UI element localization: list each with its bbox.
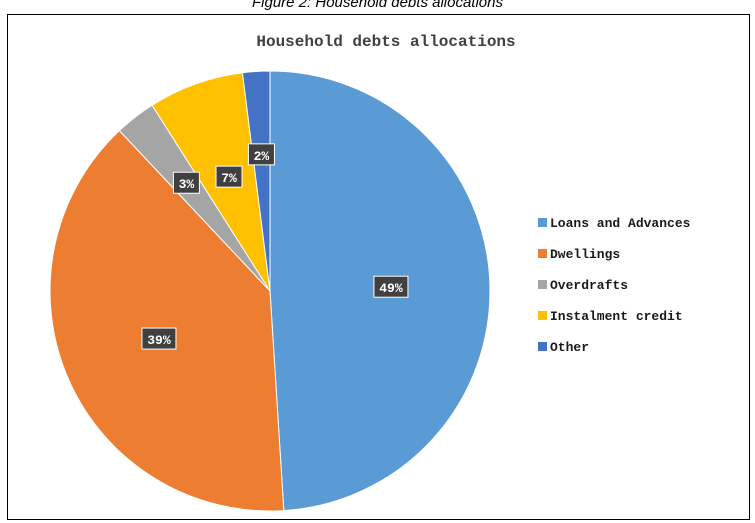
legend-label: Overdrafts — [550, 278, 628, 293]
svg-text:39%: 39% — [147, 333, 171, 348]
data-label-loans-and-advances: 49% — [373, 275, 409, 298]
legend-item-loans-and-advances: Loans and Advances — [538, 216, 691, 231]
legend-item-other: Other — [538, 340, 589, 355]
legend-swatch — [538, 218, 547, 227]
pie-chart: Household debts allocations 49% 39% 3% 7% 2%… — [49, 33, 691, 512]
legend-swatch — [538, 280, 547, 289]
svg-text:49%: 49% — [379, 281, 403, 296]
legend-swatch — [538, 311, 547, 320]
legend-item-dwellings: Dwellings — [538, 247, 620, 262]
pie-slice-dwellings — [49, 129, 285, 512]
data-label-overdrafts: 3% — [172, 171, 200, 194]
data-label-instalment-credit: 7% — [215, 165, 243, 188]
pie-slice-other — [241, 70, 271, 292]
legend-label: Instalment credit — [550, 309, 683, 324]
figure-caption: Figure 2: Household debts allocations — [252, 0, 503, 11]
legend: Loans and Advances Dwellings Overdrafts Ins… — [538, 216, 691, 355]
legend-item-instalment-credit: Instalment credit — [538, 309, 683, 324]
legend-label: Loans and Advances — [550, 216, 691, 231]
legend-item-overdrafts: Overdrafts — [538, 278, 628, 293]
svg-text:2%: 2% — [254, 149, 270, 164]
pie-slices — [49, 70, 491, 512]
data-label-dwellings: 39% — [141, 327, 177, 350]
legend-label: Dwellings — [550, 247, 620, 262]
data-labels: 49% 39% 3% 7% 2% — [141, 143, 409, 350]
legend-swatch — [538, 342, 547, 351]
chart-frame: Household debts allocations 49% 39% 3% 7% 2%… — [7, 14, 750, 520]
svg-text:7%: 7% — [221, 171, 237, 186]
data-label-other: 2% — [247, 143, 275, 166]
legend-swatch — [538, 249, 547, 258]
svg-text:3%: 3% — [179, 177, 195, 192]
legend-label: Other — [550, 340, 589, 355]
chart-title: Household debts allocations — [256, 33, 515, 51]
